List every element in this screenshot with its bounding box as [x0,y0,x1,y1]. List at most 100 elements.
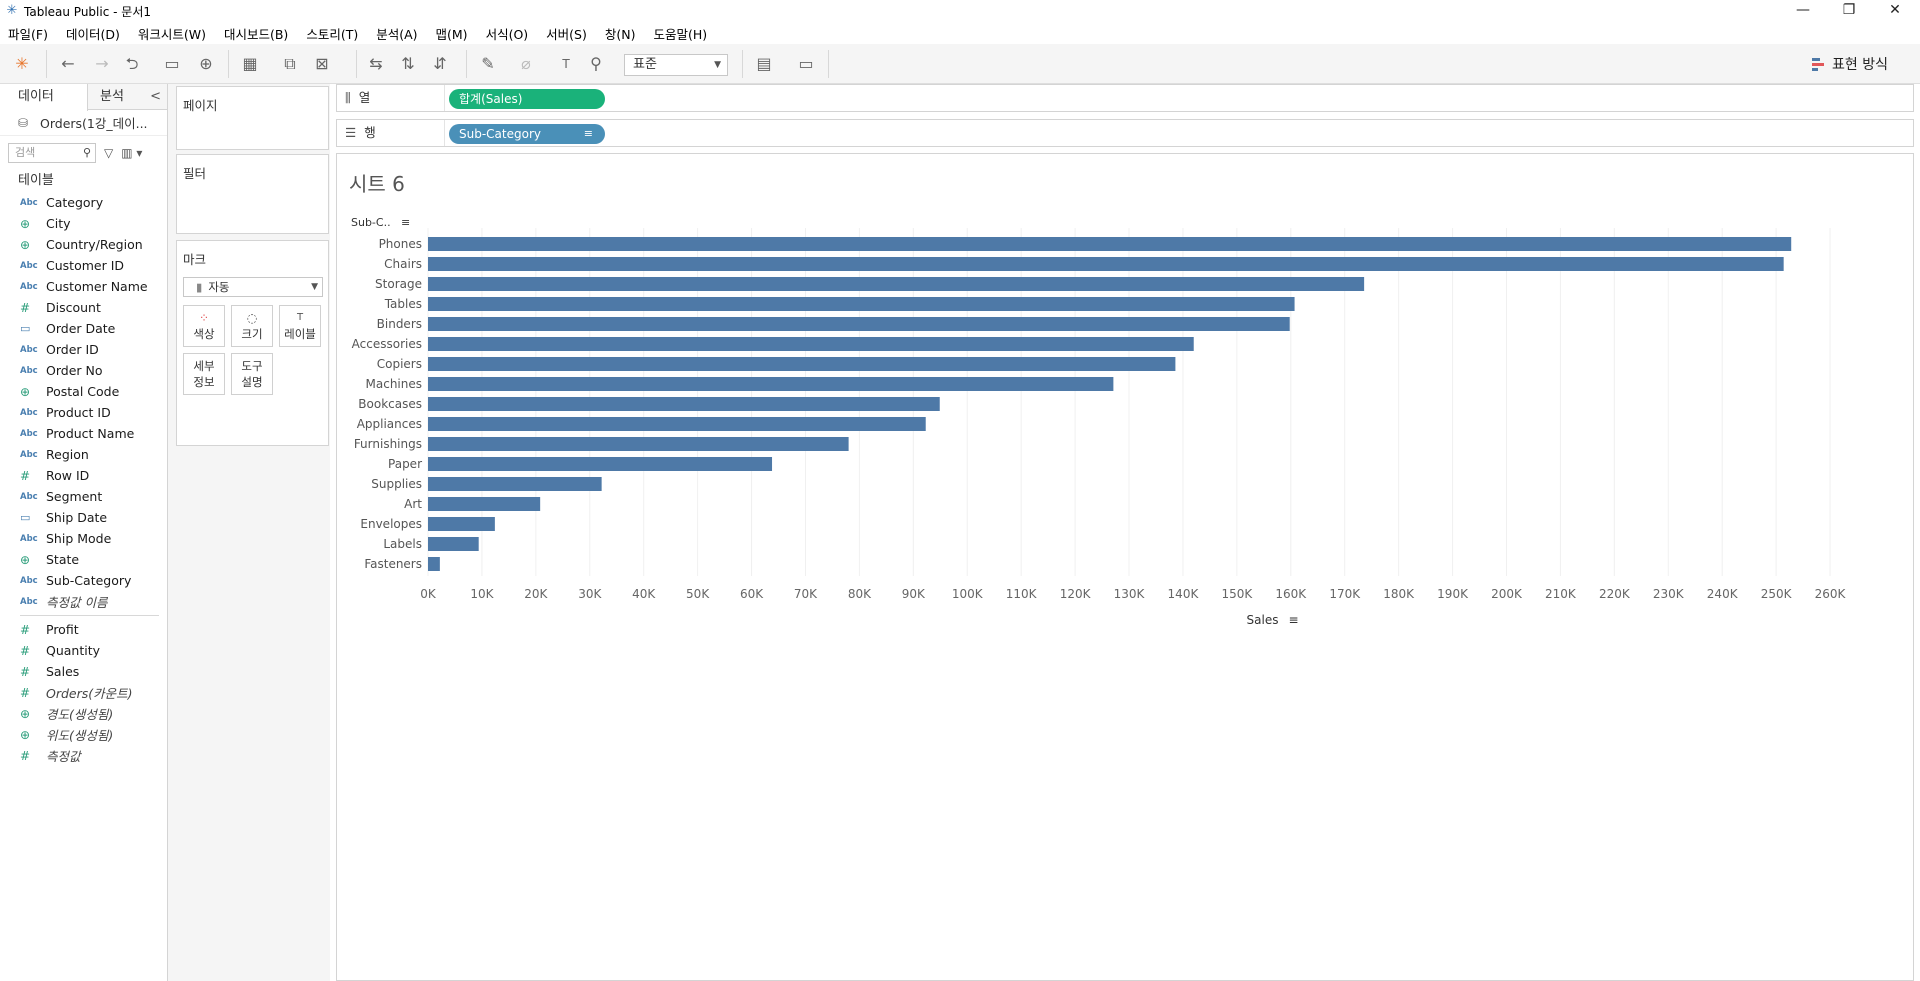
menu-window[interactable]: 창(N) [604,26,636,42]
tableau-home-icon[interactable]: ✳ [15,54,29,73]
x-tick-label: 210K [1545,587,1577,601]
measure-field[interactable]: # Quantity [0,640,167,661]
minimize-button[interactable]: — [1796,2,1810,18]
highlight-icon[interactable]: ✎ [481,54,495,73]
restore-button[interactable]: ❐ [1842,2,1856,18]
menu-map[interactable]: 맵(M) [435,26,468,42]
menu-story[interactable]: 스토리(T) [306,26,359,42]
show-labels-icon[interactable]: T [562,57,570,71]
x-tick-label: 250K [1761,587,1793,601]
dimension-field[interactable]: Abc Product ID [0,402,167,423]
mark-type-select[interactable]: ▮ 자동 ▼ [183,277,323,297]
window-title: Tableau Public - 문서1 [24,4,151,19]
detail-button[interactable]: 세부 정보 [183,353,225,395]
dimension-field[interactable]: Abc Customer Name [0,276,167,297]
menu-help[interactable]: 도움말(H) [653,26,708,42]
presentation-mode-icon[interactable]: ▭ [798,54,814,73]
replay-icon[interactable]: ⮌ [125,54,139,73]
dimension-field[interactable]: # Row ID [0,465,167,486]
number-type-icon: # [20,685,31,700]
dimension-field[interactable]: ⊕ State [0,549,167,570]
filters-card[interactable]: 필터 [176,154,329,234]
menu-data[interactable]: 데이터(D) [65,26,120,42]
new-worksheet-icon[interactable]: ▦ [242,54,258,73]
dimension-field[interactable]: ⊕ City [0,213,167,234]
dimension-field[interactable]: ▭ Order Date [0,318,167,339]
bar [428,457,773,471]
x-tick-label: 110K [1006,587,1038,601]
sub-category-pill[interactable]: Sub-Category ≡ [449,124,605,144]
menu-worksheet[interactable]: 워크시트(W) [137,26,206,42]
duplicate-sheet-icon[interactable]: ⧉ [284,54,296,73]
undo-icon[interactable]: ← [61,54,75,73]
group-icon[interactable]: ⌀ [521,54,531,73]
search-placeholder: 검색 [15,146,36,159]
menu-server[interactable]: 서버(S) [546,26,587,42]
dimension-field[interactable]: Abc Segment [0,486,167,507]
marks-card-title: 마크 [183,252,207,267]
save-icon[interactable]: ▭ [164,54,180,73]
show-cards-icon[interactable]: ▤ [756,54,772,73]
rows-shelf[interactable]: ☰ 행 Sub-Category ≡ [336,119,1914,147]
size-button[interactable]: ◌ 크기 [231,305,273,347]
dimension-field[interactable]: ⊕ Postal Code [0,381,167,402]
fit-select[interactable]: 표준 ▼ [624,54,728,76]
dimension-field[interactable]: Abc Sub-Category [0,570,167,591]
dimension-field[interactable]: Abc Customer ID [0,255,167,276]
show-me-label: 표현 방식 [1832,57,1888,73]
toolbar: ✳ ← → ⮌ ▭ ⊕ ▦ ⧉ ⊠ ⇆ ⇅ ⇵ ✎ ⌀ T ⚲ 표준 ▼ ▤ ▭… [0,44,1920,84]
dimension-field[interactable]: Abc Order ID [0,339,167,360]
menu-file[interactable]: 파일(F) [8,26,48,42]
measure-field[interactable]: # Profit [0,619,167,640]
search-input[interactable]: 검색 ⚲ [8,143,96,163]
measure-field[interactable]: ⊕ 경도(생성됨) [0,703,167,724]
measure-field[interactable]: ⊕ 위도(생성됨) [0,724,167,745]
view-options-icon[interactable]: ▥ ▾ [121,146,143,160]
sort-ascending-icon[interactable]: ⇅ [401,54,415,73]
redo-icon[interactable]: → [95,54,109,73]
pages-card[interactable]: 페이지 [176,86,329,150]
filter-icon[interactable]: ▽ [104,146,114,160]
measure-field[interactable]: # 측정값 [0,745,167,766]
pin-icon[interactable]: ⚲ [590,54,602,73]
dimension-field-label: State [46,552,80,567]
label-button[interactable]: T 레이블 [279,305,321,347]
bar [428,417,926,431]
dimension-field[interactable]: Abc Ship Mode [0,528,167,549]
dimension-field[interactable]: ▭ Ship Date [0,507,167,528]
dimension-field[interactable]: Abc 측정값 이름 [0,591,167,612]
dimension-field[interactable]: Abc Order No [0,360,167,381]
tooltip-button[interactable]: 도구 설명 [231,353,273,395]
dimension-field[interactable]: Abc Region [0,444,167,465]
rows-icon: ☰ [345,125,357,140]
category-label: Storage [375,277,422,291]
size-label: 크기 [241,327,263,341]
string-type-icon: Abc [20,575,38,586]
color-button[interactable]: ⁘ 색상 [183,305,225,347]
collapse-pane-icon[interactable]: < [150,89,161,104]
close-button[interactable]: ✕ [1889,2,1901,18]
swap-rows-columns-icon[interactable]: ⇆ [369,54,383,73]
dimension-field[interactable]: # Discount [0,297,167,318]
measure-field[interactable]: # Sales [0,661,167,682]
dimension-field[interactable]: ⊕ Country/Region [0,234,167,255]
datasource-item[interactable]: ⛁ Orders(1강_데이... [0,110,167,136]
color-label: 색상 [193,327,215,341]
menu-dashboard[interactable]: 대시보드(B) [223,26,289,42]
clear-sheet-icon[interactable]: ⊠ [315,54,329,73]
x-tick-label: 30K [578,587,602,601]
sales-pill[interactable]: 합계(Sales) [449,89,605,109]
sort-descending-icon[interactable]: ⇵ [433,54,447,73]
columns-shelf[interactable]: ⫼ 열 합계(Sales) [336,84,1914,112]
dimension-field[interactable]: Abc Product Name [0,423,167,444]
sort-icon: ≡ [583,127,593,140]
measure-field[interactable]: # Orders(카운트) [0,682,167,703]
bar [428,237,1792,251]
dimension-field[interactable]: Abc Category [0,192,167,213]
show-me-button[interactable]: 표현 방식 [1812,52,1888,76]
menu-format[interactable]: 서식(O) [485,26,529,42]
menu-analysis[interactable]: 분석(A) [376,26,418,42]
tab-analysis[interactable]: 분석 [100,89,124,104]
tab-data[interactable]: 데이터 [0,84,88,111]
new-datasource-icon[interactable]: ⊕ [199,54,213,73]
